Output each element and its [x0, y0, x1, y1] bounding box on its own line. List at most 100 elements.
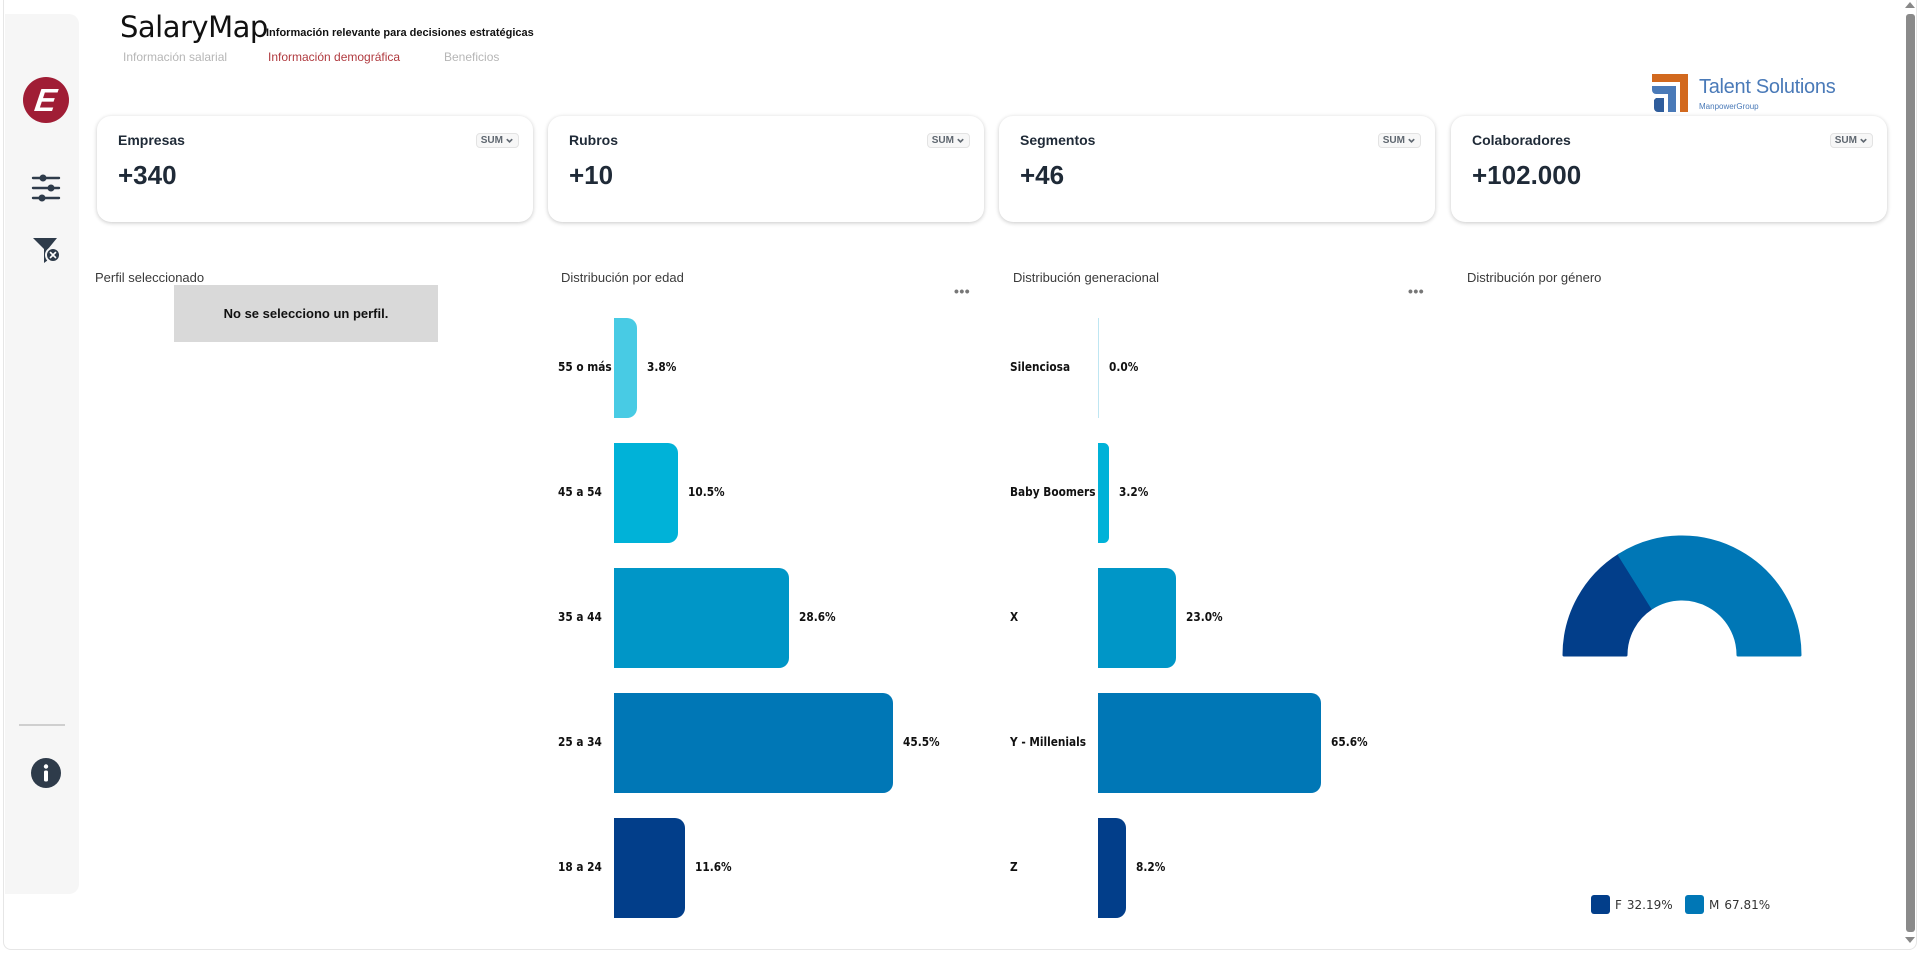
aggregation-label: SUM — [1834, 135, 1857, 146]
bar-category-label: Silenciosa — [1010, 360, 1071, 374]
bar[interactable] — [1098, 693, 1322, 793]
chevron-down-icon — [506, 138, 513, 143]
chevron-down-icon — [1860, 138, 1867, 143]
kpi-value: +102.000 — [1472, 160, 1582, 190]
kpi-label: Colaboradores — [1472, 132, 1571, 148]
bar[interactable] — [1098, 568, 1177, 668]
generation-distribution-chart: Silenciosa 0.0% Baby Boomers 3.2% X 23.0% Y - … — [1010, 318, 1430, 928]
brand-name: Talent Solutions — [1699, 76, 1836, 98]
chevron-down-icon — [1408, 138, 1415, 143]
bar-value-label: 45.5% — [902, 735, 940, 749]
manpower-logo-icon — [1652, 74, 1688, 112]
aggregation-dropdown[interactable]: SUM — [1377, 133, 1421, 148]
bar-value-label: 10.5% — [688, 485, 726, 499]
empty-profile-message: No se selecciono un perfil. — [174, 285, 438, 342]
tab-informacion-salarial[interactable]: Información salarial — [123, 50, 228, 64]
scroll-up-arrow[interactable] — [1905, 2, 1915, 8]
legend-swatch-m — [1685, 895, 1704, 914]
info-icon[interactable] — [31, 758, 61, 788]
aggregation-dropdown[interactable]: SUM — [926, 133, 970, 148]
bar[interactable] — [614, 818, 686, 918]
bar-category-label: Z — [1010, 860, 1018, 874]
aggregation-label: SUM — [1382, 135, 1405, 146]
kpi-value: +340 — [118, 160, 177, 190]
bar[interactable] — [614, 318, 638, 418]
bar-category-label: Baby Boomers — [1010, 485, 1096, 499]
bar-value-label: 28.6% — [799, 610, 836, 624]
chevron-down-icon — [957, 138, 964, 143]
legend-item-f[interactable]: F 32.19% — [1591, 895, 1673, 914]
bar-category-label: 55 o más — [558, 360, 612, 374]
logo-letter: E — [32, 81, 60, 118]
kpi-value: +46 — [1020, 160, 1065, 190]
scroll-down-arrow[interactable] — [1905, 937, 1915, 943]
bar[interactable] — [1098, 818, 1126, 918]
bar-category-label: X — [1010, 610, 1019, 624]
bar-row: 18 a 24 11.6% — [558, 818, 978, 918]
aggregation-dropdown[interactable]: SUM — [475, 133, 519, 148]
vertical-scrollbar[interactable] — [1904, 2, 1916, 947]
bar-category-label: 45 a 54 — [558, 485, 602, 499]
generation-chart-title: Distribución generacional — [1013, 270, 1159, 285]
clear-filter-icon[interactable] — [29, 232, 63, 266]
bar-row: 25 a 34 45.5% — [558, 693, 978, 793]
bar-row: Y - Millenials 65.6% — [1010, 693, 1430, 793]
bar-row: Baby Boomers 3.2% — [1010, 443, 1430, 543]
bar-value-label: 65.6% — [1331, 735, 1368, 749]
legend-label-m: M — [1709, 897, 1720, 912]
bar-row: Silenciosa 0.0% — [1010, 318, 1430, 418]
tab-informacion-demografica[interactable]: Información demográfica — [268, 50, 401, 64]
bar-row: 55 o más 3.8% — [558, 318, 978, 418]
bar-category-label: Y - Millenials — [1010, 735, 1087, 749]
tab-beneficios[interactable]: Beneficios — [444, 50, 500, 64]
bar-value-label: 3.8% — [647, 360, 677, 374]
bar-category-label: 18 a 24 — [558, 860, 602, 874]
kpi-card-colaboradores: Colaboradores +102.000 SUM — [1451, 116, 1887, 222]
age-chart-title: Distribución por edad — [561, 270, 684, 285]
donut-slice-m[interactable] — [1617, 535, 1802, 657]
bar-value-label: 11.6% — [695, 860, 732, 874]
legend-value-m: 67.81% — [1724, 897, 1771, 912]
aggregation-dropdown[interactable]: SUM — [1829, 133, 1873, 148]
filter-sliders-icon[interactable] — [29, 171, 63, 205]
legend-item-m[interactable]: M 67.81% — [1685, 895, 1770, 914]
app-subtitle: Información relevante para decisiones es… — [266, 27, 534, 39]
aggregation-label: SUM — [480, 135, 503, 146]
bar-category-label: 35 a 44 — [558, 610, 602, 624]
bar[interactable] — [1098, 318, 1099, 418]
legend-label-f: F — [1615, 897, 1622, 912]
generation-chart-more-options[interactable]: ••• — [1408, 283, 1425, 299]
profile-title: Perfil seleccionado — [95, 270, 205, 285]
kpi-card-empresas: Empresas +340 SUM — [97, 116, 533, 222]
bar-value-label: 3.2% — [1118, 485, 1149, 499]
kpi-card-rubros: Rubros +10 SUM — [548, 116, 984, 222]
bar-category-label: 25 a 34 — [558, 735, 602, 749]
aggregation-label: SUM — [931, 135, 954, 146]
bar[interactable] — [614, 568, 790, 668]
brand-sub: ManpowerGroup — [1699, 102, 1759, 111]
kpi-label: Rubros — [569, 132, 618, 148]
kpi-value: +10 — [569, 160, 614, 190]
age-distribution-chart: 55 o más 3.8% 45 a 54 10.5% 35 a 44 28.6% 25 a… — [558, 318, 978, 928]
bar-row: Z 8.2% — [1010, 818, 1430, 918]
age-chart-more-options[interactable]: ••• — [954, 283, 971, 299]
kpi-card-segmentos: Segmentos +46 SUM — [999, 116, 1435, 222]
kpi-label: Segmentos — [1020, 132, 1096, 148]
bar-row: X 23.0% — [1010, 568, 1430, 668]
bar-row: 35 a 44 28.6% — [558, 568, 978, 668]
app-title: SalaryMap — [120, 10, 268, 44]
app-logo[interactable]: E — [23, 77, 69, 123]
bar-value-label: 23.0% — [1186, 610, 1223, 624]
bar[interactable] — [1098, 443, 1109, 543]
kpi-label: Empresas — [118, 132, 185, 148]
legend-swatch-f — [1591, 895, 1610, 914]
bar[interactable] — [614, 693, 893, 793]
gender-chart-title: Distribución por género — [1467, 270, 1602, 285]
bar-value-label: 8.2% — [1135, 860, 1166, 874]
bar[interactable] — [614, 443, 679, 543]
sidebar-divider — [19, 724, 65, 726]
scroll-thumb[interactable] — [1906, 14, 1915, 932]
legend-value-f: 32.19% — [1626, 897, 1673, 912]
talent-solutions-logo: Talent Solutions ManpowerGroup — [1650, 72, 1850, 114]
bar-value-label: 0.0% — [1109, 360, 1139, 374]
